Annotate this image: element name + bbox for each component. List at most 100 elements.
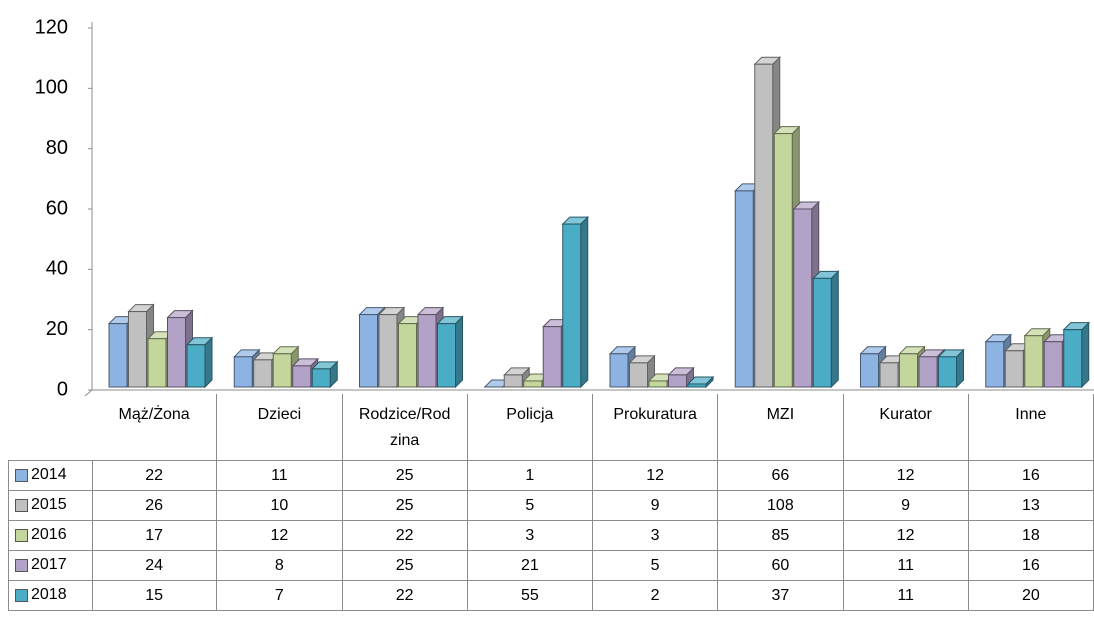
table-value: 11 [843, 581, 969, 611]
bar-front [292, 365, 312, 388]
bar-front [687, 383, 707, 388]
floor-edge [84, 389, 93, 397]
y-tick-label: 100 [35, 77, 68, 99]
table-value: 2 [593, 581, 719, 611]
bar-side [1081, 321, 1090, 389]
bar-front [311, 368, 331, 388]
bar-front [734, 190, 754, 388]
category-label: Policja [468, 394, 593, 460]
bar-front [754, 63, 774, 388]
table-value: 1 [467, 461, 593, 491]
category-label: Inne [969, 394, 1094, 460]
y-tick-label: 60 [46, 197, 68, 219]
table-value: 60 [718, 551, 844, 581]
bar-front [793, 208, 813, 388]
bar-front [629, 362, 648, 388]
y-tick-label: 0 [57, 378, 68, 400]
legend-swatch [15, 468, 28, 482]
legend-cell: 2018 [8, 580, 93, 611]
bar-front [860, 353, 879, 388]
bar-front [918, 356, 938, 388]
legend-cell: 2016 [8, 520, 93, 551]
table-value: 24 [92, 551, 218, 581]
bar [1062, 321, 1090, 389]
bar-front [359, 314, 378, 388]
bar [436, 315, 464, 389]
table-value: 20 [968, 581, 1094, 611]
legend-label: 2016 [31, 526, 67, 543]
legend-cell: 2017 [8, 550, 93, 581]
bar-front [938, 356, 957, 388]
table-value: 5 [467, 491, 593, 521]
legend-label: 2017 [31, 556, 67, 573]
bar-front [417, 314, 437, 388]
bar [812, 270, 840, 389]
bar [686, 375, 715, 389]
bar-side [830, 270, 839, 389]
table-value: 108 [718, 491, 844, 521]
bar-front [503, 374, 523, 388]
bar-front [186, 344, 206, 388]
bar-front [108, 323, 128, 388]
legend-label: 2018 [31, 586, 67, 603]
bar-front [812, 277, 832, 388]
category-label: Prokuratura [593, 394, 719, 460]
table-value: 7 [217, 581, 343, 611]
bar-front [1063, 329, 1083, 388]
bar-front [668, 374, 687, 388]
category-label: MZI [718, 394, 844, 460]
bar-front [542, 326, 562, 388]
bar-front [398, 323, 417, 388]
bar-front [128, 311, 147, 388]
bar [561, 215, 589, 389]
bar [667, 366, 695, 389]
bar [185, 336, 214, 389]
table-value: 9 [593, 491, 719, 521]
table-value: 18 [968, 521, 1094, 551]
table-value: 12 [593, 461, 719, 491]
table-value: 12 [217, 521, 343, 551]
bar-front [609, 353, 629, 388]
bar-front [378, 314, 398, 388]
table-value: 12 [843, 461, 969, 491]
table-top [8, 460, 1094, 461]
table-value: 25 [342, 491, 468, 521]
table-value: 16 [968, 551, 1094, 581]
table-value: 13 [968, 491, 1094, 521]
legend-label: 2014 [31, 466, 67, 483]
bar-front [1043, 341, 1063, 388]
legend-label: 2015 [31, 496, 67, 513]
table-value: 21 [467, 551, 593, 581]
table-value: 9 [843, 491, 969, 521]
table-value: 12 [843, 521, 969, 551]
legend-swatch [15, 588, 28, 602]
bar-side [204, 336, 213, 389]
table-value: 16 [968, 461, 1094, 491]
bar-side [580, 215, 589, 389]
table-value: 22 [342, 521, 468, 551]
legend-cell: 2015 [8, 490, 93, 521]
bar-front [899, 353, 918, 388]
category-label: Mąż/Żona [92, 394, 218, 460]
legend-swatch [15, 498, 28, 512]
table-value: 25 [342, 461, 468, 491]
table-value: 85 [718, 521, 844, 551]
bar-front [648, 380, 668, 388]
category-label: Kurator [844, 394, 969, 460]
bar-front [253, 359, 273, 388]
bar-front [879, 362, 899, 388]
category-label: Rodzice/Rodzina [343, 394, 468, 460]
table-value: 11 [843, 551, 969, 581]
y-tick-label: 40 [46, 258, 68, 280]
bar-front [233, 356, 253, 388]
bar-front [1024, 335, 1044, 388]
bar-front [985, 341, 1005, 388]
bar-front [272, 353, 292, 388]
y-tick-label: 20 [46, 318, 68, 340]
table-value: 17 [92, 521, 218, 551]
table-value: 66 [718, 461, 844, 491]
table-value: 11 [217, 461, 343, 491]
table-value: 8 [217, 551, 343, 581]
table-value: 55 [467, 581, 593, 611]
